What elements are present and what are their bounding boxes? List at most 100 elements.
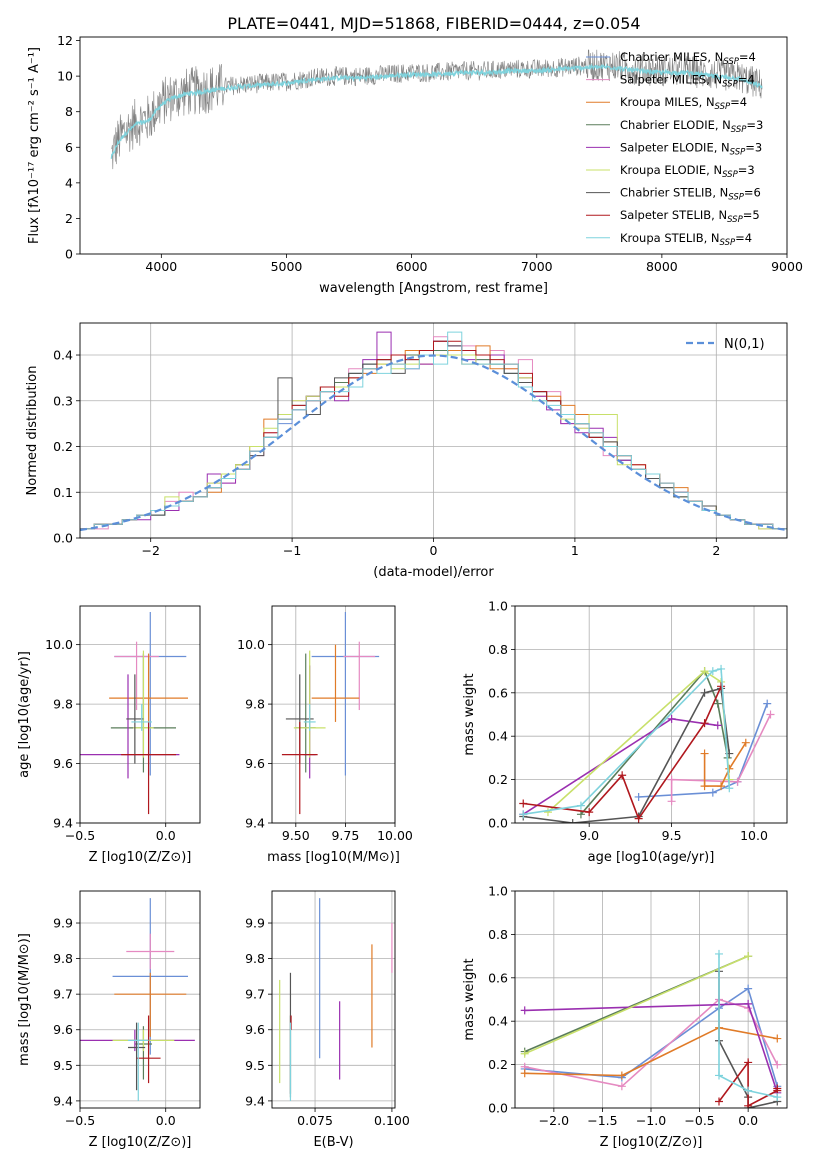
age-vs-mass-panel: 9.50 9.75 10.00 9.4 9.6 9.8 10.0 mass [log10(M/… [237,605,413,865]
legend-label-main: Chabrier STELIB, N [620,186,728,200]
weight-marker [713,699,722,708]
errorbar-point [114,611,187,776]
weight-line-salpeter-elodie [522,717,718,815]
spectrum-ytick-label: 10 [57,69,73,84]
weight-vs-Z-xtick-label: 0.0 [738,1113,758,1128]
gaussian-curve [80,354,787,532]
weight-line-salpeter-stelib [523,685,722,821]
weight-vs-Z-ylabel: mass weight [462,958,477,1040]
mass-vs-EBV-xtick-label: 0.100 [374,1113,410,1128]
weight-vs-Z-ytick-label: 0.0 [488,1101,508,1116]
spectrum-model-line [110,63,763,159]
spectrum-ytick-label: 0 [65,247,73,262]
histogram-step-kroupa-stelib [80,331,787,538]
weight-vs-age-ytick-label: 0.2 [488,772,508,787]
weight-marker [744,1086,753,1095]
legend-label: Kroupa STELIB, NSSP=4 [620,231,752,248]
age-vs-Z-xtick-label: 0.0 [156,828,176,843]
spectrum-ticks: 4000 5000 6000 7000 8000 9000 0 2 4 6 8 10 12 [57,33,803,274]
weight-marker [725,784,734,793]
mass-vs-EBV-ytick-label: 9.7 [245,987,265,1002]
mass-vs-Z-xlabel: Z [log10(Z/Z⊙)] [89,1135,192,1150]
legend-label: Salpeter ELODIE, NSSP=3 [620,140,762,157]
mass-vs-Z-xtick-label: −0.5 [65,1113,95,1128]
spectrum-ytick-label: 12 [57,33,73,48]
errorbar-point [303,704,316,731]
legend-label-main: Chabrier ELODIE, N [620,118,731,132]
weight-line-chabrier-stelib [523,687,731,823]
residuals-xtick-label: −2 [141,543,159,558]
residuals-ytick-label: 0.4 [53,348,73,363]
age-vs-mass-xlabel: mass [log10(M/M⊙)] [267,850,400,865]
weight-marker [715,1071,723,1080]
weight-vs-Z-ytick-label: 1.0 [488,884,508,899]
weight-marker [634,792,643,801]
legend-label-sub: SSP [731,125,747,135]
errorbar-point [128,1022,149,1101]
spectrum-ytick-label: 6 [65,140,73,155]
weight-marker [618,771,627,780]
spectrum-panel: 4000 5000 6000 7000 8000 9000 0 2 4 6 8 10 12 wavelen… [27,33,803,296]
weight-marker [773,1034,782,1043]
weight-line-kroupa-elodie [524,955,749,1055]
mass-vs-EBV-plot-area [279,898,393,1101]
weight-vs-age-ytick-label: 0.6 [488,685,508,700]
age-vs-mass-xtick-label: 9.50 [282,828,310,843]
weight-vs-Z-ytick-label: 0.4 [488,1014,508,1029]
age-vs-Z-frame [79,605,201,824]
age-vs-mass-ytick-label: 9.6 [245,756,265,771]
errorbar-point [80,674,180,779]
residuals-ytick-label: 0.2 [53,439,73,454]
mass-vs-EBV-ytick-label: 9.8 [245,951,265,966]
age-vs-Z-ytick-label: 9.8 [53,697,73,712]
weight-line-kroupa-miles [524,1026,778,1077]
residuals-xlabel: (data-model)/error [373,565,494,580]
residuals-xtick-label: 2 [712,543,720,558]
errorbar-point [133,650,154,758]
weight-vs-age-ylabel: mass weight [462,673,477,755]
weight-marker [520,1049,529,1058]
age-vs-mass-ytick-label: 10.0 [237,637,265,652]
weight-marker [634,814,643,823]
weight-marker [700,749,709,758]
weight-vs-Z-xtick-label: −0.5 [684,1113,714,1128]
age-vs-Z-ytick-label: 9.4 [53,816,73,831]
mass-vs-Z-plot-area [80,898,195,1101]
errorbar-point [311,611,380,776]
age-vs-Z-panel: −0.5 0.0 9.4 9.6 9.8 10.0 Z [log10(Z/Z⊙)] age [… [17,605,201,865]
legend-label-main: Kroupa ELODIE, N [620,163,722,177]
residuals-ticks: −2 −1 0 1 2 0.0 0.1 0.2 0.3 0.4 [53,348,720,558]
errorbar-point [131,704,152,731]
weight-marker [700,688,709,697]
legend-label-tail: =3 [738,163,755,177]
residuals-ytick-label: 0.3 [53,393,73,408]
mass-vs-Z-ticks: −0.5 0.0 9.4 9.5 9.6 9.7 9.8 9.9 [53,916,176,1128]
weight-marker [733,777,742,786]
weight-marker [708,667,717,676]
weight-vs-age-xtick-label: 9.5 [662,828,682,843]
weight-vs-age-xtick-label: 10.0 [740,828,768,843]
weight-vs-age-xlabel: age [log10(age/yr)] [588,850,715,865]
errorbar-point [126,674,144,764]
weight-vs-Z-plot-area [520,949,782,1108]
legend-label-main: Kroupa MILES, N [620,95,715,109]
weight-vs-age-ytick-label: 0.8 [488,642,508,657]
weight-marker [700,719,709,728]
mass-vs-Z-ytick-label: 9.7 [53,987,73,1002]
mass-vs-EBV-xtick-label: 0.075 [297,1113,333,1128]
age-vs-mass-ticks: 9.50 9.75 10.00 9.4 9.6 9.8 10.0 [237,637,413,843]
errorbar-point [114,972,187,1037]
mass-vs-EBV-panel: 0.075 0.100 9.4 9.5 9.6 9.7 9.8 9.9 E(B-V) [245,890,410,1150]
weight-vs-Z-xtick-label: −2.0 [539,1113,569,1128]
legend-label-main: Salpeter ELODIE, N [620,140,730,154]
legend-label: Kroupa ELODIE, NSSP=3 [620,163,755,180]
spectrum-xtick-label: 4000 [145,259,177,274]
age-vs-mass-frame [271,605,396,824]
weight-vs-age-xtick-label: 9.0 [579,828,599,843]
spectrum-ytick-label: 2 [65,211,73,226]
mass-vs-Z-xtick-label: 0.0 [156,1113,176,1128]
errorbar-point [114,641,159,711]
legend-label-tail: =4 [738,73,755,87]
errorbar-point [311,644,360,722]
weight-marker [519,810,528,819]
